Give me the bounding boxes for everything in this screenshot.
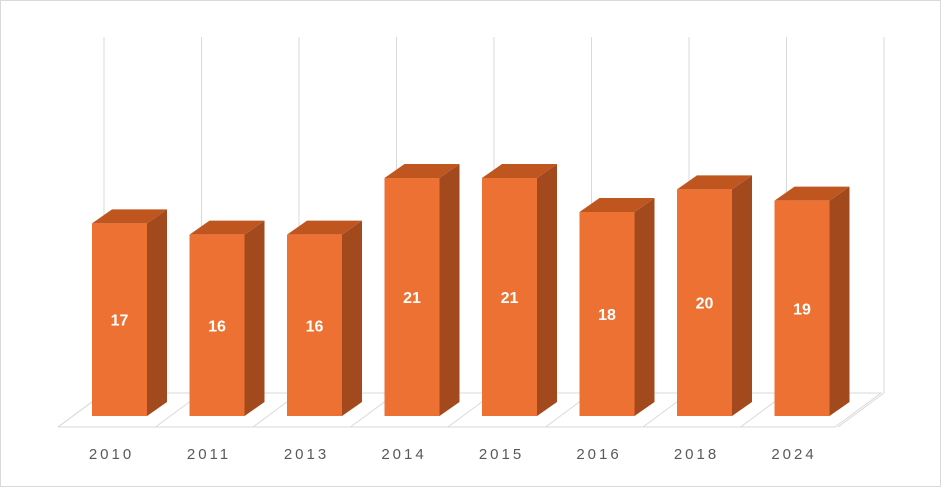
- bar-top-face: [579, 198, 655, 213]
- bar-side-face: [634, 198, 655, 416]
- bar-2010: [92, 209, 167, 416]
- x-tick-label: 2015: [479, 446, 524, 463]
- bar-2018: [677, 175, 752, 416]
- data-label: 19: [793, 301, 811, 318]
- bar-side-face: [342, 220, 362, 416]
- floor-outline: [57, 392, 883, 428]
- bar-2013: [287, 220, 362, 416]
- chart-floor: [57, 392, 885, 428]
- bar-top-face: [189, 220, 265, 235]
- x-tick-label: 2024: [771, 446, 816, 463]
- bar-front-face: [579, 212, 635, 416]
- bars: [92, 164, 850, 416]
- data-label: 20: [696, 296, 714, 313]
- bar-front-face: [677, 189, 732, 416]
- bar-2015: [482, 164, 557, 416]
- bar-front-face: [189, 234, 245, 416]
- bar-side-face: [829, 186, 850, 416]
- x-tick-label: 2018: [674, 446, 719, 463]
- bar-front-face: [482, 178, 537, 416]
- bar-2014: [384, 164, 460, 416]
- bar-side-face: [147, 209, 167, 416]
- bar-top-face: [92, 209, 167, 224]
- data-labels: 17 16 16 21 21 18 20 19: [111, 290, 811, 335]
- bar-top-face: [677, 175, 752, 190]
- x-tick-label: 2010: [89, 446, 134, 463]
- x-tick-label: 2011: [187, 446, 231, 463]
- bar-side-face: [439, 164, 460, 416]
- data-label: 16: [208, 318, 226, 335]
- bar-front-face: [287, 234, 342, 416]
- bar-side-face: [244, 220, 265, 416]
- data-label: 21: [403, 290, 421, 307]
- bar-front-face: [774, 200, 830, 416]
- bar-top-face: [384, 164, 460, 179]
- data-label: 17: [111, 313, 129, 330]
- x-tick-label: 2016: [576, 446, 621, 463]
- bar-top-face: [287, 220, 362, 235]
- floor-gridline: [837, 392, 885, 428]
- data-label: 16: [306, 318, 324, 335]
- bar-2024: [774, 186, 850, 416]
- x-tick-label: 2014: [381, 446, 426, 463]
- x-tick-label: 2013: [284, 446, 329, 463]
- data-label: 18: [598, 307, 616, 324]
- data-label: 21: [501, 290, 519, 307]
- bar-side-face: [732, 175, 752, 416]
- bar-front-face: [384, 178, 440, 416]
- x-axis-tick-labels: 2010 2011 2013 2014 2015 2016 2018 2024: [89, 446, 816, 463]
- bar-2016: [579, 198, 655, 416]
- bar-side-face: [537, 164, 557, 416]
- bar-top-face: [774, 186, 850, 201]
- bar-top-face: [482, 164, 557, 179]
- bar-front-face: [92, 223, 147, 416]
- bar-2011: [189, 220, 265, 416]
